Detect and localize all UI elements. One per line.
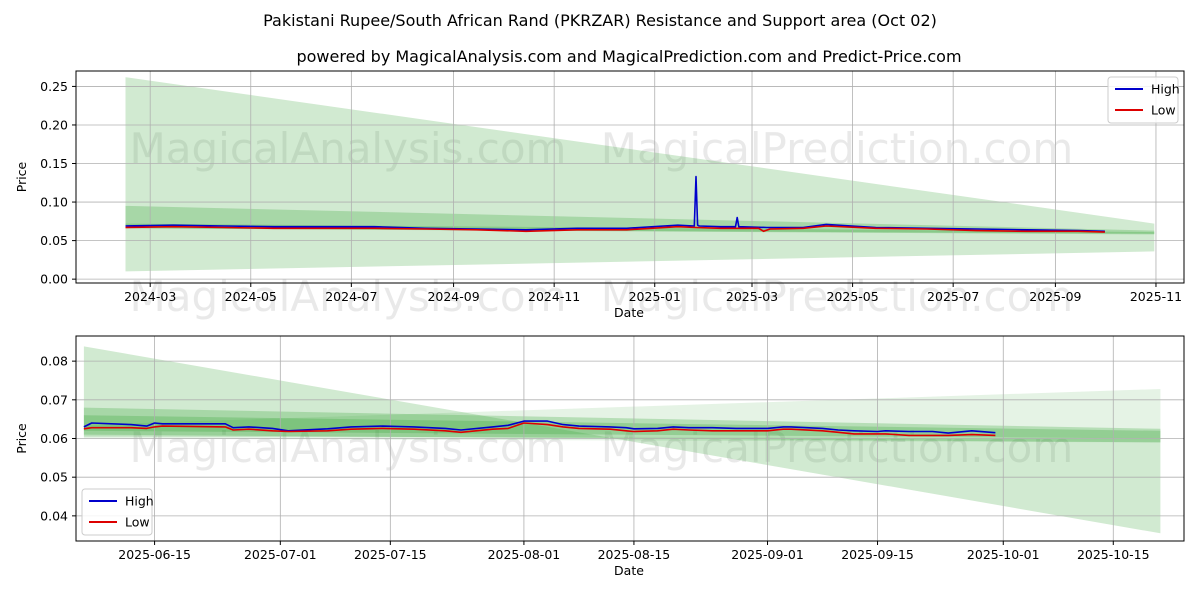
watermark-text: MagicalAnalysis.com bbox=[130, 272, 567, 321]
y-tick-label: 0.25 bbox=[40, 79, 68, 94]
x-tick-label: 2025-03 bbox=[726, 289, 778, 304]
x-tick-label: 2024-03 bbox=[124, 289, 176, 304]
legend-label-high: High bbox=[1151, 82, 1180, 97]
x-tick-label: 2024-11 bbox=[528, 289, 580, 304]
chart-title: Pakistani Rupee/South African Rand (PKRZ… bbox=[263, 11, 937, 30]
x-tick-label: 2025-10-01 bbox=[967, 547, 1040, 562]
x-tick-label: 2025-05 bbox=[826, 289, 878, 304]
y-tick-label: 0.05 bbox=[40, 470, 68, 485]
x-tick-label: 2025-07-15 bbox=[354, 547, 427, 562]
series-lines bbox=[83, 420, 996, 437]
y-tick-label: 0.08 bbox=[40, 354, 68, 369]
watermark-text: MagicalAnalysis.com bbox=[130, 423, 567, 472]
x-tick-label: 2025-08-01 bbox=[488, 547, 561, 562]
y-tick-label: 0.05 bbox=[40, 233, 68, 248]
y-tick-label: 0.10 bbox=[40, 195, 68, 210]
plot-frame bbox=[75, 70, 1185, 284]
y-tick-label: 0.04 bbox=[40, 508, 68, 523]
x-tick-label: 2025-10-15 bbox=[1077, 547, 1150, 562]
series-low-line bbox=[83, 422, 996, 437]
y-tick-label: 0.00 bbox=[40, 272, 68, 287]
x-tick-label: 2024-05 bbox=[225, 289, 277, 304]
legend-label-low: Low bbox=[125, 515, 150, 530]
series-high-line bbox=[83, 420, 996, 434]
x-tick-label: 2025-08-15 bbox=[598, 547, 671, 562]
legend: High Low bbox=[81, 488, 154, 536]
y-tick-label: 0.20 bbox=[40, 117, 68, 132]
legend: High Low bbox=[1107, 76, 1180, 124]
series-low-line bbox=[125, 225, 1105, 233]
y-axis-label: Price bbox=[14, 161, 29, 192]
support-resistance-bands bbox=[125, 77, 1155, 272]
watermark-group: MagicalAnalysis.com MagicalPrediction.com bbox=[130, 423, 1074, 472]
x-tick-label: 2025-01 bbox=[629, 289, 681, 304]
x-tick-label: 2025-09-01 bbox=[731, 547, 804, 562]
y-tick-label: 0.06 bbox=[40, 431, 68, 446]
x-axis-label: Date bbox=[614, 305, 644, 320]
chart-panel-top: MagicalAnalysis.com MagicalPrediction.com… bbox=[14, 70, 1185, 321]
band-1 bbox=[83, 346, 1161, 534]
chart-panel-bottom: MagicalAnalysis.com MagicalPrediction.com… bbox=[14, 335, 1185, 578]
chart-subtitle: powered by MagicalAnalysis.com and Magic… bbox=[296, 47, 961, 66]
watermark-text: MagicalPrediction.com bbox=[601, 423, 1074, 472]
y-tick-label: 0.07 bbox=[40, 392, 68, 407]
x-axis-label: Date bbox=[614, 563, 644, 578]
legend-label-low: Low bbox=[1151, 103, 1176, 118]
watermark-group: MagicalAnalysis.com MagicalPrediction.com… bbox=[130, 124, 1074, 321]
x-tick-label: 2025-06-15 bbox=[118, 547, 191, 562]
x-tick-label: 2025-07-01 bbox=[244, 547, 317, 562]
y-tick-label: 0.15 bbox=[40, 156, 68, 171]
x-tick-label: 2025-07 bbox=[927, 289, 979, 304]
y-axis-label: Price bbox=[14, 423, 29, 454]
x-tick-label: 2025-09-15 bbox=[841, 547, 914, 562]
x-tick-label: 2025-11 bbox=[1130, 289, 1182, 304]
x-tick-label: 2024-09 bbox=[427, 289, 479, 304]
watermark-text: MagicalPrediction.com bbox=[601, 124, 1074, 173]
series-lines bbox=[125, 175, 1105, 233]
x-tick-label: 2024-07 bbox=[325, 289, 377, 304]
x-tick-label: 2025-09 bbox=[1029, 289, 1081, 304]
band-1 bbox=[125, 77, 1155, 272]
watermark-text: MagicalAnalysis.com bbox=[130, 124, 567, 173]
legend-label-high: High bbox=[125, 494, 154, 509]
watermark-text: MagicalPrediction.com bbox=[601, 272, 1074, 321]
grid-lines bbox=[76, 336, 1184, 541]
